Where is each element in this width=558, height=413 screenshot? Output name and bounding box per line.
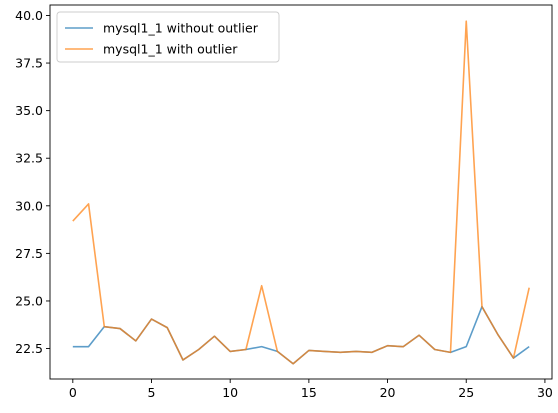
y-tick-label: 30.0: [15, 198, 43, 213]
y-tick-label: 27.5: [15, 246, 43, 261]
y-tick-label: 37.5: [15, 56, 43, 71]
y-tick-label: 22.5: [15, 341, 43, 356]
plot-frame: [49, 4, 553, 380]
y-tick-label: 25.0: [15, 293, 43, 308]
x-tick-label: 10: [222, 385, 238, 400]
y-axis: 22.5 25.0 27.5 30.0 32.5 35.0 37.5 40.0: [15, 8, 50, 356]
legend-box: [56, 11, 280, 63]
x-tick-label: 15: [301, 385, 317, 400]
y-tick-label: 32.5: [15, 151, 43, 166]
x-tick-label: 20: [380, 385, 396, 400]
x-tick-label: 5: [148, 385, 156, 400]
legend: mysql1_1 without outlier mysql1_1 with ou…: [56, 11, 280, 63]
series-line-1: [72, 20, 530, 365]
series-layer: [72, 20, 530, 365]
x-axis: 0 5 10 15 20 25 30: [69, 379, 553, 400]
x-tick-label: 30: [537, 385, 553, 400]
legend-label-0: mysql1_1 without outlier: [103, 21, 259, 36]
x-tick-label: 0: [69, 385, 77, 400]
y-tick-label: 40.0: [15, 8, 43, 23]
legend-label-1: mysql1_1 with outlier: [103, 42, 238, 57]
x-tick-label: 25: [458, 385, 474, 400]
y-tick-label: 35.0: [15, 103, 43, 118]
